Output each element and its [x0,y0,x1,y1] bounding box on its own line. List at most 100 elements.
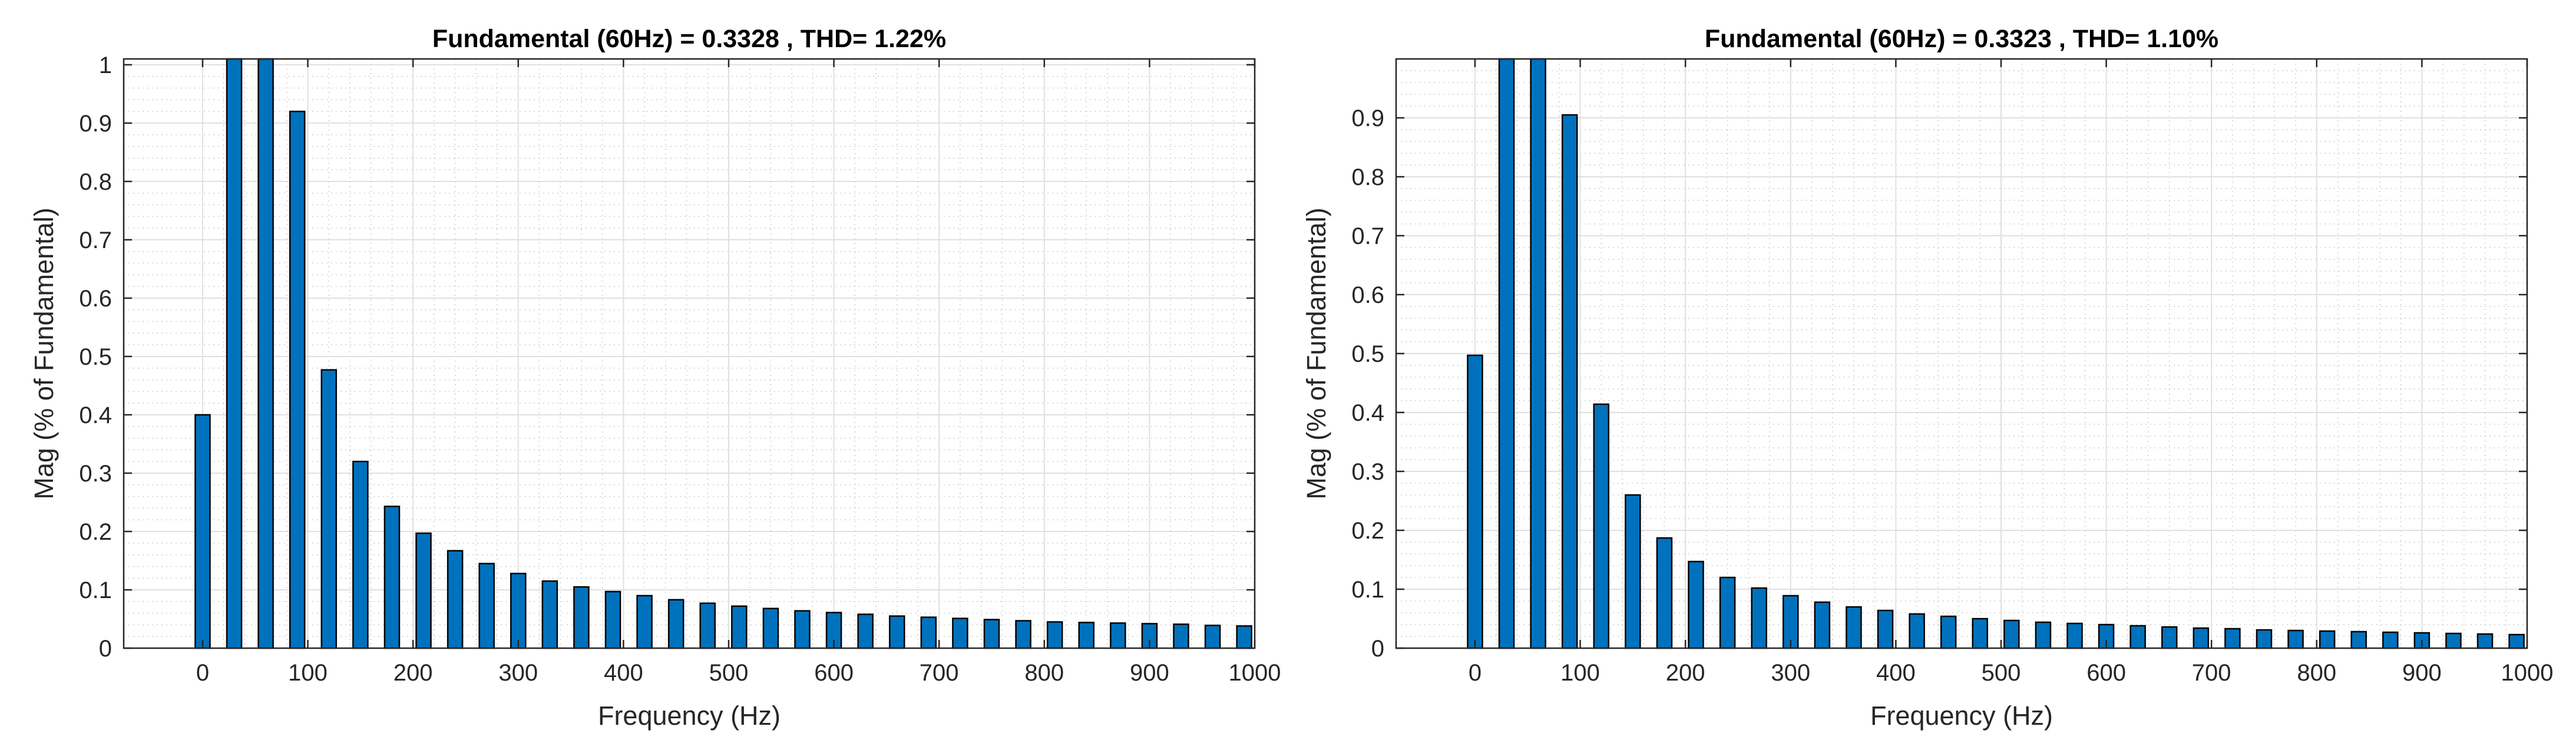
bar [1940,615,1957,649]
y-tick-label: 0.6 [1351,282,1384,308]
bar [257,58,274,649]
bar [888,615,905,649]
bar [667,599,684,649]
bar [1467,354,1483,649]
bar [226,58,243,649]
bar [604,590,621,649]
bar [2129,625,2146,649]
bar [2350,630,2367,649]
y-tick-label: 0.3 [79,461,112,487]
y-axis-label: Mag (% of Fundamental) [1301,207,1331,499]
x-tick-label: 800 [1024,660,1064,686]
bar [478,563,495,649]
chart-title: Fundamental (60Hz) = 0.3328 , THD= 1.22% [432,25,946,53]
x-tick-label: 300 [1771,660,1810,686]
bar [1593,403,1610,649]
bar [447,550,464,649]
y-tick-label: 0.2 [1351,518,1384,544]
bar [1236,625,1252,649]
ticks: 0 100 200 300 400 500 600 700 800 900 1000 0 0.1 0.2 0… [1351,59,2553,686]
bar [194,414,211,649]
x-tick-label: 400 [1876,660,1916,686]
y-tick-label: 0.9 [1351,105,1384,131]
bar [2066,622,2083,649]
bar [1814,601,1831,649]
x-tick-label: 900 [2402,660,2442,686]
x-tick-label: 400 [604,660,643,686]
bar [731,605,748,649]
x-tick-label: 100 [1560,660,1600,686]
y-tick-label: 0.7 [1351,223,1384,249]
x-tick-label: 700 [920,660,959,686]
bar [762,608,779,649]
bar [2224,628,2241,649]
bar [1078,622,1094,649]
x-tick-label: 500 [1982,660,2021,686]
bar [2445,632,2462,649]
bar [289,110,306,649]
bar [1877,609,1894,649]
bar [541,580,558,649]
y-tick-label: 0.1 [79,577,112,603]
y-tick-label: 0.8 [1351,164,1384,190]
bar [2256,629,2273,649]
chart-right: 0 100 200 300 400 500 600 700 800 900 1000 0 0.1 0.2 0… [1301,25,2553,731]
chart-title: Fundamental (60Hz) = 0.3323 , THD= 1.10% [1705,25,2218,53]
y-tick-label: 0.5 [79,344,112,370]
bar [857,613,874,649]
bar [1688,560,1704,649]
bar [2476,633,2494,649]
x-tick-label: 200 [1666,660,1705,686]
ticks: 0 100 200 300 400 500 600 700 800 900 1000 0 0.1 0.2 0… [79,52,1281,686]
x-tick-label: 600 [814,660,854,686]
bar [794,610,811,649]
bar [415,532,432,649]
y-tick-label: 0 [1371,636,1384,662]
x-tick-label: 600 [2086,660,2126,686]
x-tick-label: 0 [1469,660,1482,686]
y-tick-label: 0.2 [79,519,112,545]
y-tick-label: 0 [99,636,112,662]
plot-frame [123,58,1256,649]
bar [1046,621,1063,649]
bar [1719,576,1736,649]
x-axis-label: Frequency (Hz) [598,701,781,731]
y-tick-label: 0.5 [1351,341,1384,367]
bar [1015,620,1031,649]
x-tick-label: 500 [709,660,749,686]
bar [983,619,1000,649]
bar [1656,537,1673,649]
y-tick-label: 0.6 [79,286,112,312]
x-tick-label: 200 [393,660,433,686]
bar [1561,114,1578,649]
y-tick-label: 0.3 [1351,459,1384,485]
y-tick-label: 0.7 [79,227,112,253]
x-tick-label: 700 [2192,660,2231,686]
y-tick-label: 1 [99,52,112,78]
bar [352,460,369,649]
minor-grid [1396,59,2527,648]
y-tick-label: 0.4 [79,402,112,428]
bar [1530,58,1546,649]
bar [1846,606,1862,649]
x-tick-label: 900 [1130,660,1169,686]
bar [2161,626,2178,649]
bar [1173,623,1189,649]
bar [2287,629,2304,649]
bar [1972,618,1989,649]
y-tick-label: 0.4 [1351,400,1384,426]
bar [2319,630,2336,649]
bar [2035,621,2052,649]
chart-left: 0 100 200 300 400 500 600 700 800 900 1000 0 0.1 0.2 0… [29,25,1281,731]
bar [510,573,527,649]
bar [2382,631,2399,649]
y-tick-label: 0.9 [79,111,112,137]
bar [1204,625,1221,649]
bar [2508,633,2525,649]
bar [952,618,968,649]
bar [699,602,716,649]
bar [1498,58,1515,649]
x-tick-label: 1000 [2501,660,2554,686]
x-tick-label: 300 [498,660,538,686]
